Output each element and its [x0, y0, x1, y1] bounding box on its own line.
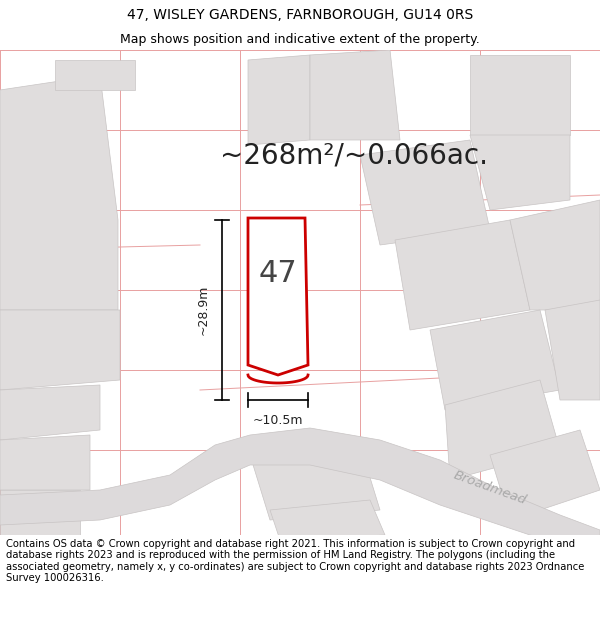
Polygon shape [445, 380, 560, 480]
Polygon shape [250, 445, 380, 520]
Polygon shape [470, 55, 570, 135]
Polygon shape [0, 75, 118, 310]
Polygon shape [248, 218, 308, 375]
Text: 47: 47 [259, 259, 298, 289]
Polygon shape [0, 428, 600, 560]
Text: ~28.9m: ~28.9m [197, 285, 210, 335]
Polygon shape [510, 200, 600, 310]
Polygon shape [248, 55, 310, 145]
Polygon shape [270, 500, 385, 540]
Polygon shape [545, 300, 600, 400]
Polygon shape [470, 135, 570, 210]
Text: ~10.5m: ~10.5m [253, 414, 303, 427]
Text: Broadmead: Broadmead [452, 469, 528, 508]
Polygon shape [310, 50, 400, 140]
Text: Contains OS data © Crown copyright and database right 2021. This information is : Contains OS data © Crown copyright and d… [6, 539, 584, 583]
Text: ~268m²/~0.066ac.: ~268m²/~0.066ac. [220, 141, 488, 169]
Polygon shape [0, 385, 100, 440]
Polygon shape [395, 220, 530, 330]
Polygon shape [0, 490, 80, 535]
Polygon shape [360, 140, 490, 245]
Polygon shape [490, 430, 600, 520]
Polygon shape [248, 290, 308, 375]
Polygon shape [55, 60, 135, 90]
Polygon shape [430, 310, 560, 410]
Text: Map shows position and indicative extent of the property.: Map shows position and indicative extent… [120, 32, 480, 46]
Polygon shape [0, 435, 90, 490]
Text: 47, WISLEY GARDENS, FARNBOROUGH, GU14 0RS: 47, WISLEY GARDENS, FARNBOROUGH, GU14 0R… [127, 8, 473, 22]
Polygon shape [0, 310, 120, 390]
